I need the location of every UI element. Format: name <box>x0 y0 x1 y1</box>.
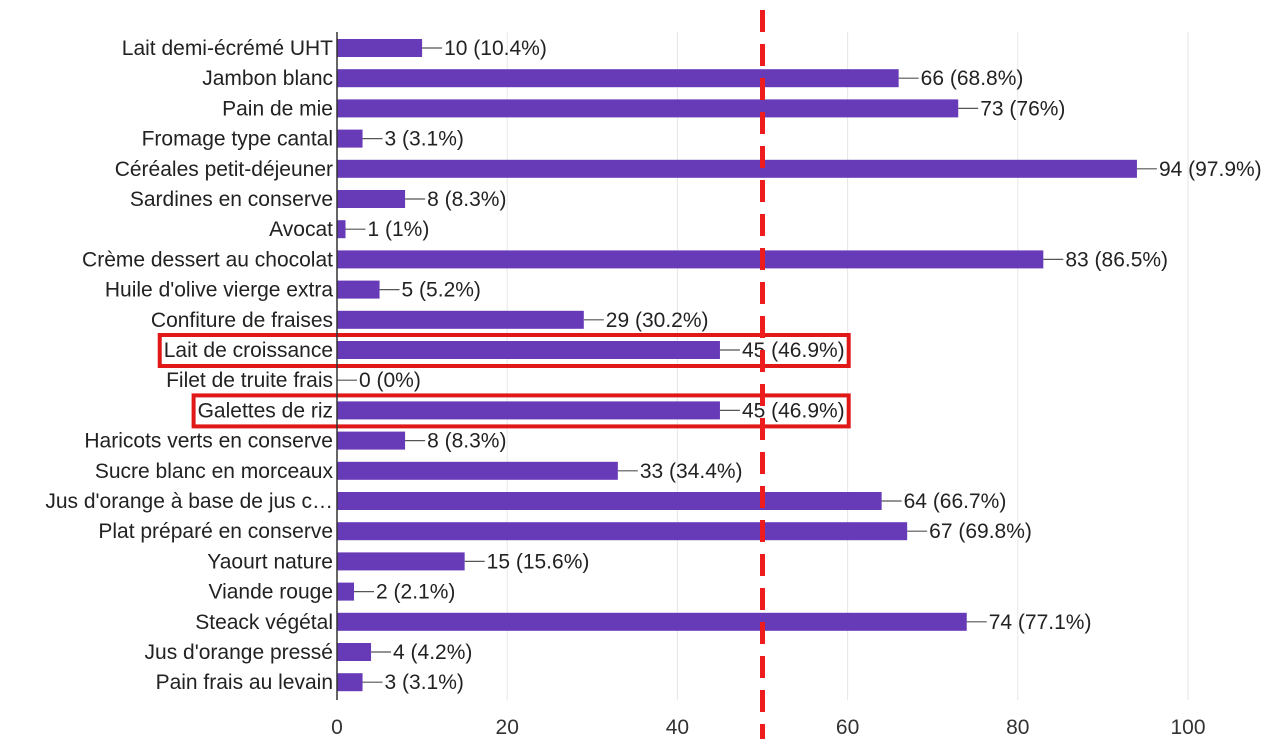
category-label: Plat préparé en conserve <box>98 520 333 543</box>
highlight-box <box>157 333 851 368</box>
bar <box>337 461 618 480</box>
data-label: 1 (1%) <box>368 218 430 241</box>
bar <box>337 431 406 450</box>
data-label: 5 (5.2%) <box>402 279 481 302</box>
category-label: Pain de mie <box>222 97 333 120</box>
category-label: Crème dessert au chocolat <box>82 248 333 271</box>
bar <box>337 612 967 631</box>
bar <box>337 643 372 661</box>
highlight-box <box>191 393 851 429</box>
data-label: 3 (3.1%) <box>385 128 464 151</box>
category-label: Yaourt nature <box>207 550 333 573</box>
data-label: 8 (8.3%) <box>427 188 506 211</box>
data-label: 33 (34.4%) <box>640 460 743 483</box>
bar <box>337 129 363 148</box>
category-label: Huile d'olive vierge extra <box>105 279 333 302</box>
bar <box>337 280 380 299</box>
category-label: Jambon blanc <box>202 67 333 90</box>
bar <box>337 673 363 692</box>
x-tick-label: 40 <box>666 716 689 739</box>
bar <box>337 552 465 571</box>
bar <box>337 492 882 510</box>
category-label: Viande rouge <box>208 581 333 604</box>
category-label: Céréales petit-déjeuner <box>115 158 333 181</box>
category-label: Sucre blanc en morceaux <box>95 460 334 483</box>
bar <box>337 159 1137 178</box>
bar <box>337 582 355 601</box>
bar <box>337 341 720 359</box>
x-tick-label: 0 <box>331 716 343 739</box>
category-label: Confiture de fraises <box>151 309 333 332</box>
x-tick-label: 80 <box>1006 716 1029 739</box>
data-label: 83 (86.5%) <box>1065 248 1168 271</box>
data-label: 66 (68.8%) <box>921 67 1024 90</box>
category-label: Lait demi-écrémé UHT <box>122 37 333 60</box>
data-label: 4 (4.2%) <box>393 641 472 664</box>
category-label: Haricots verts en conserve <box>84 430 333 453</box>
data-label: 3 (3.1%) <box>385 671 464 694</box>
category-label: Jus d'orange à base de jus c… <box>45 490 333 513</box>
bar <box>337 99 959 118</box>
bar <box>337 39 423 57</box>
data-label: 67 (69.8%) <box>929 520 1032 543</box>
bar <box>337 190 406 208</box>
category-label: Lait de croissance <box>164 339 333 362</box>
category-label: Fromage type cantal <box>142 128 333 151</box>
data-label: 29 (30.2%) <box>606 309 709 332</box>
category-label: Avocat <box>269 218 333 241</box>
data-label: 45 (46.9%) <box>742 399 845 422</box>
data-label: 0 (0%) <box>359 369 421 392</box>
category-label: Filet de truite frais <box>166 369 333 392</box>
x-tick-label: 60 <box>836 716 859 739</box>
x-tick-label: 20 <box>496 716 519 739</box>
x-tick-label: 100 <box>1170 716 1205 739</box>
bar <box>337 250 1044 269</box>
data-label: 73 (76%) <box>980 97 1065 120</box>
data-label: 64 (66.7%) <box>904 490 1007 513</box>
data-label: 45 (46.9%) <box>742 339 845 362</box>
data-label: 8 (8.3%) <box>427 430 506 453</box>
data-label: 94 (97.9%) <box>1159 158 1262 181</box>
bar <box>337 401 720 420</box>
bar <box>337 310 584 329</box>
category-label: Galettes de riz <box>198 399 333 422</box>
category-label: Sardines en conserve <box>130 188 333 211</box>
bar <box>337 69 899 88</box>
category-label: Steack végétal <box>195 611 333 634</box>
bar <box>337 220 346 239</box>
data-label: 74 (77.1%) <box>989 611 1092 634</box>
category-label: Pain frais au levain <box>156 671 333 694</box>
data-label: 15 (15.6%) <box>487 550 590 573</box>
data-label: 2 (2.1%) <box>376 581 455 604</box>
data-label: 10 (10.4%) <box>444 37 547 60</box>
bar <box>337 522 908 541</box>
category-label: Jus d'orange pressé <box>145 641 333 664</box>
